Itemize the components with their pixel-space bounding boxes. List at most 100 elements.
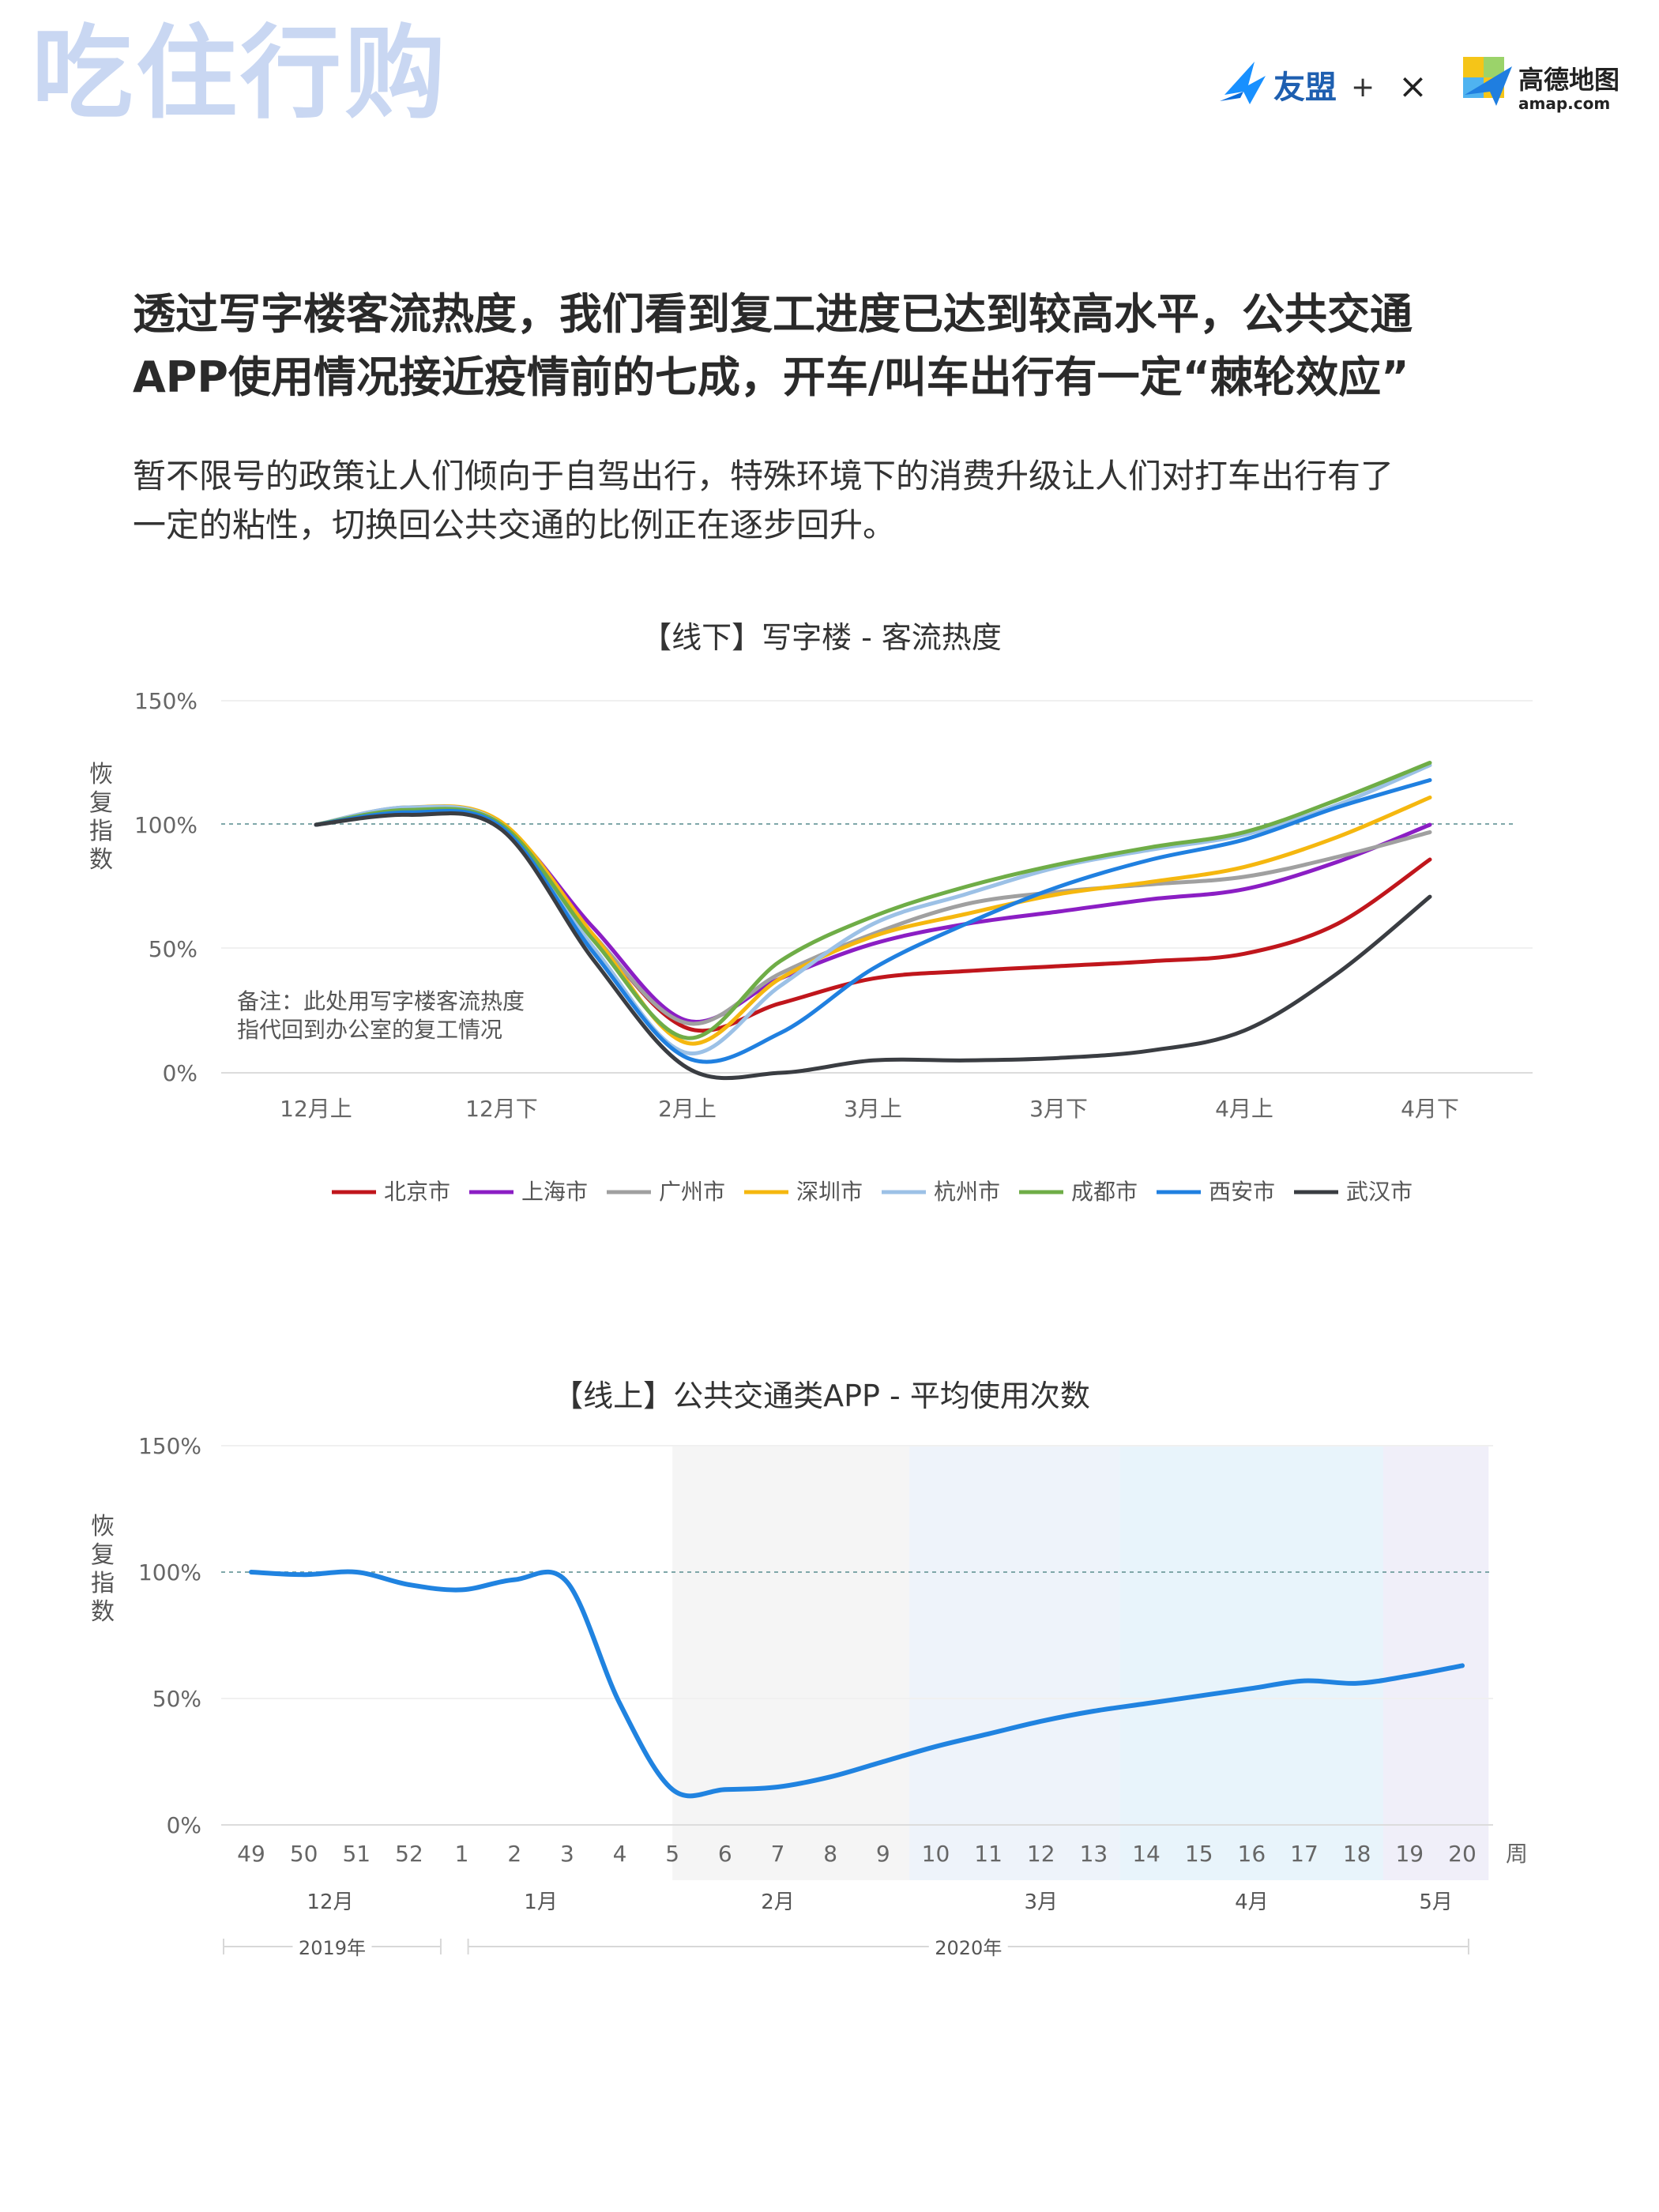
chart2-x-tick-label: 3: [560, 1841, 574, 1867]
chart2-x-tick-label: 6: [718, 1841, 732, 1867]
chart1-legend-label: 广州市: [659, 1179, 725, 1205]
chart2-x-tick-label: 14: [1132, 1841, 1161, 1867]
chart2-x-tick-label: 20: [1448, 1841, 1477, 1867]
chart2-x-unit-label: 周: [1506, 1841, 1528, 1867]
chart2-month-label: 3月: [1024, 1890, 1058, 1914]
chart2-x-tick-label: 8: [823, 1841, 837, 1867]
chart1-x-ticks: 12月上 12月下 2月上 3月上 3月下 4月上 4月下: [280, 1096, 1459, 1122]
chart2-x-tick-label: 19: [1395, 1841, 1424, 1867]
chart2-year-label: 2020年: [935, 1937, 1002, 1959]
chart1-series-lines: [314, 761, 1432, 1081]
brand-title: 吃住行购: [32, 15, 450, 133]
chart1-legend-label: 杭州市: [934, 1179, 1000, 1205]
y-axis-label-char: 复: [89, 789, 113, 817]
chart2-y-axis-label: 恢复指数: [91, 1513, 115, 1626]
intro-paragraph: 暂不限号的政策让人们倾向于自驾出行，特殊环境下的消费升级让人们对打车出行有了 一…: [133, 452, 1555, 550]
chart1-annotation-line-2: 指代回到办公室的复工情况: [237, 1017, 502, 1043]
chart2-x-tick-label: 16: [1238, 1841, 1266, 1867]
chart2-year-labels: 2019年 2020年: [223, 1937, 1469, 1959]
chart2-month-band: [672, 1446, 910, 1880]
chart2-year-label: 2019年: [299, 1937, 366, 1959]
chart2-x-tick-label: 12: [1027, 1841, 1055, 1867]
chart2-x-tick-label: 17: [1290, 1841, 1319, 1867]
chart2-x-tick-label: 11: [974, 1841, 1003, 1867]
y-axis-label-char: 数: [91, 1598, 115, 1626]
chart2-x-tick-label: 5: [665, 1841, 679, 1867]
chart1-x-tick-label: 4月上: [1215, 1096, 1273, 1122]
umeng-logo-text: 友盟: [1273, 70, 1337, 106]
chart2-y-ticks: 0% 50% 100% 150%: [138, 1433, 201, 1838]
chart2-month-bands: [672, 1446, 1489, 1880]
chart2-x-tick-label: 4: [613, 1841, 627, 1867]
chart1-legend-label: 成都市: [1071, 1179, 1138, 1205]
chart1-title: 【线下】写字楼 - 客流热度: [641, 620, 1002, 655]
chart2-series-lines: [249, 1569, 1465, 1799]
chart2-y-tick-label: 0%: [167, 1812, 201, 1838]
chart2-x-tick-label: 7: [771, 1841, 785, 1867]
chart1-y-tick-label: 50%: [149, 936, 198, 962]
chart2-month-label: 4月: [1235, 1890, 1269, 1914]
amap-logo-icon: [1463, 57, 1512, 106]
chart1-x-tick-label: 3月上: [844, 1096, 902, 1122]
chart1-legend-label: 北京市: [384, 1179, 450, 1205]
chart1-y-tick-label: 150%: [134, 688, 198, 714]
chart1-x-tick-label: 12月下: [465, 1096, 538, 1122]
headline-line-2: APP使用情况接近疫情前的七成，开车/叫车出行有一定“棘轮效应”: [133, 352, 1409, 402]
chart2-month-band: [1382, 1446, 1489, 1880]
chart1-y-tick-label: 100%: [134, 812, 198, 838]
chart2-x-tick-label: 18: [1343, 1841, 1371, 1867]
chart2-x-tick-label: 10: [922, 1841, 950, 1867]
office-footfall-chart: 【线下】写字楼 - 客流热度 0%50%100%150% 恢复指数 12月上 12…: [89, 620, 1533, 1205]
chart1-legend-label: 武汉市: [1346, 1179, 1413, 1205]
amap-logo-domain: amap.com: [1518, 94, 1610, 113]
chart1-legend: 北京市 上海市 广州市 深圳市 杭州市 成都市 西安市 武汉市: [332, 1179, 1413, 1205]
intro-line-2: 一定的粘性，切换回公共交通的比例正在逐步回升。: [133, 506, 897, 544]
chart2-month-labels: 12月 1月 2月 3月 4月 5月: [307, 1890, 1452, 1914]
transit-app-chart: 【线上】公共交通类APP - 平均使用次数 0% 50% 100% 150% 恢复指数…: [91, 1379, 1528, 1959]
intro-line-1: 暂不限号的政策让人们倾向于自驾出行，特殊环境下的消费升级让人们对打车出行有了: [133, 457, 1394, 495]
y-axis-label-char: 数: [89, 846, 113, 874]
chart1-legend-label: 上海市: [521, 1179, 588, 1205]
chart2-title: 【线上】公共交通类APP - 平均使用次数: [553, 1379, 1090, 1413]
y-axis-label-char: 指: [91, 1570, 115, 1597]
chart2-series-line: [249, 1569, 1465, 1799]
chart1-y-tick-label: 0%: [163, 1060, 198, 1086]
chart1-gridlines: [221, 700, 1533, 1074]
chart2-x-tick-label: 52: [395, 1841, 423, 1867]
chart1-annotation-line-1: 备注：此处用写字楼客流热度: [237, 988, 525, 1014]
chart1-x-tick-label: 4月下: [1401, 1096, 1459, 1122]
y-axis-label-char: 指: [89, 818, 113, 845]
chart2-y-tick-label: 100%: [138, 1559, 201, 1586]
amap-logo-text: 高德地图: [1518, 65, 1620, 95]
chart2-x-tick-label: 2: [507, 1841, 521, 1867]
chart2-gridlines: [221, 1445, 1493, 1826]
chart1-x-tick-label: 3月下: [1029, 1096, 1088, 1122]
chart2-month-band: [1119, 1446, 1383, 1880]
chart1-x-tick-label: 2月上: [658, 1096, 717, 1122]
chart1-legend-label: 西安市: [1209, 1179, 1275, 1205]
y-axis-label-char: 恢: [91, 1513, 115, 1540]
chart2-x-tick-label: 51: [342, 1841, 371, 1867]
partner-logos-svg: 友盟 + × 高德地图 amap.com: [1220, 57, 1620, 113]
chart2-x-tick-label: 49: [237, 1841, 265, 1867]
chart2-month-label: 5月: [1419, 1890, 1453, 1914]
chart1-series-line: [314, 811, 1432, 1081]
chart2-y-tick-label: 150%: [138, 1433, 201, 1459]
umeng-logo-icon: [1220, 62, 1266, 104]
chart2-month-label: 12月: [307, 1890, 353, 1914]
chart1-legend-label: 深圳市: [796, 1179, 863, 1205]
chart2-month-label: 2月: [761, 1890, 795, 1914]
chart1-x-tick-label: 12月上: [280, 1096, 352, 1122]
chart1-y-axis-label: 恢复指数: [89, 761, 113, 874]
chart2-x-tick-label: 15: [1185, 1841, 1213, 1867]
chart2-month-label: 1月: [524, 1890, 558, 1914]
logo-plus-sign: +: [1351, 71, 1375, 103]
chart2-x-tick-label: 1: [455, 1841, 469, 1867]
chart2-x-tick-label: 9: [876, 1841, 890, 1867]
chart2-x-ticks: 49 50 51 52 1 2 3 4 5 6 7 8 9 10 11 12 13 14 15 16 17 18 19 20: [237, 1841, 1477, 1867]
chart2-x-tick-label: 50: [290, 1841, 318, 1867]
chart1-y-ticks: 0% 50% 100% 150%: [134, 688, 198, 1086]
logo-times-sign: ×: [1398, 66, 1428, 107]
headline: 透过写字楼客流热度，我们看到复工进度已达到较高水平，公共交通 APP使用情况接近…: [133, 283, 1555, 409]
partner-logos: 友盟 + × 高德地图 amap.com: [1209, 40, 1635, 126]
